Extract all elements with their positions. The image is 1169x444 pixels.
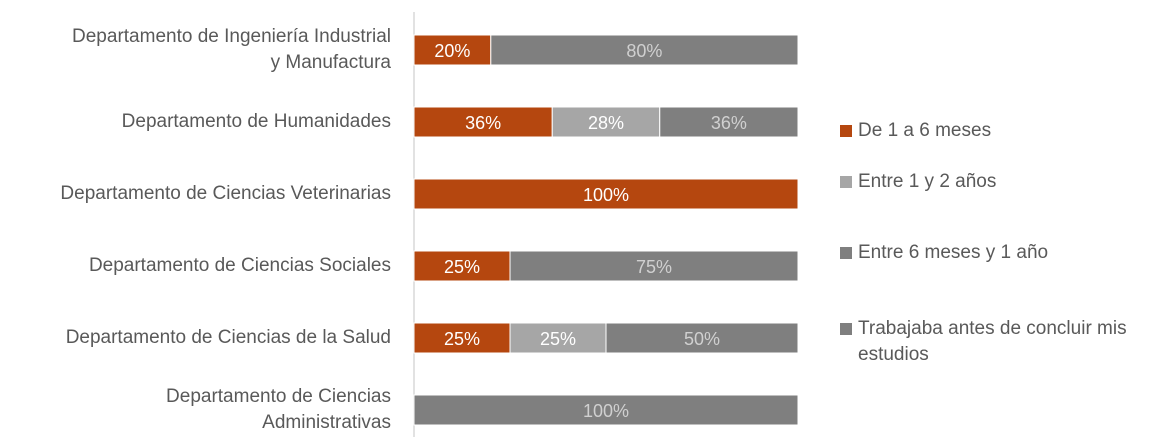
data-label-4-4: 75% bbox=[636, 257, 672, 277]
data-label-4-1: 25% bbox=[444, 257, 480, 277]
data-label-1-4: 80% bbox=[626, 41, 662, 61]
category-label-line: Departamento de Ciencias bbox=[166, 386, 391, 407]
legend-label-line: Entre 6 meses y 1 año bbox=[858, 242, 1049, 263]
category-label: Departamento de Ciencias de la Salud bbox=[66, 325, 391, 351]
legend-swatch bbox=[840, 176, 852, 188]
bar-segment-2-4 bbox=[659, 106, 799, 138]
category-label: Departamento de Humanidades bbox=[122, 109, 391, 135]
category-label-line: Departamento de Humanidades bbox=[121, 111, 391, 132]
legend-swatch bbox=[840, 323, 852, 335]
category-label-line: Departamento de Ingeniería Industrial bbox=[72, 26, 391, 47]
legend-swatch bbox=[840, 125, 852, 137]
legend-label-line: estudios bbox=[858, 344, 929, 365]
legend-label: Entre 1 y 2 años bbox=[858, 169, 1169, 195]
legend-item-4: Trabajaba antes de concluir mis estudios bbox=[840, 316, 1169, 368]
bar-segment-6-4 bbox=[413, 394, 799, 426]
data-label-2-2: 28% bbox=[588, 113, 624, 133]
bar-segment-5-1 bbox=[413, 322, 511, 354]
bar-segment-4-4 bbox=[509, 250, 799, 282]
legend-item-3: Entre 6 meses y 1 año bbox=[840, 240, 1169, 266]
category-label-line: Departamento de Ciencias Veterinarias bbox=[60, 183, 391, 204]
data-label-3-1: 100% bbox=[583, 185, 629, 205]
legend-item-2: Entre 1 y 2 años bbox=[840, 169, 1169, 195]
legend-swatch bbox=[840, 247, 852, 259]
category-label-line: Administrativas bbox=[262, 412, 391, 433]
legend-label: Entre 6 meses y 1 año bbox=[858, 240, 1169, 266]
data-label-5-1: 25% bbox=[444, 329, 480, 349]
data-label-2-4: 36% bbox=[711, 113, 747, 133]
data-label-2-1: 36% bbox=[465, 113, 501, 133]
category-label-line: Departamento de Ciencias Sociales bbox=[88, 255, 391, 276]
legend-label: Trabajaba antes de concluir mis estudios bbox=[858, 316, 1169, 368]
data-label-1-1: 20% bbox=[434, 41, 470, 61]
category-label-line: y Manufactura bbox=[270, 52, 391, 73]
legend-label-line: De 1 a 6 meses bbox=[858, 120, 992, 141]
category-label: Departamento de Ingeniería Industrial y M… bbox=[72, 24, 391, 76]
category-label: Departamento de Ciencias Administrativas bbox=[166, 384, 391, 436]
category-label: Departamento de Ciencias Sociales bbox=[89, 253, 391, 279]
legend-item-1: De 1 a 6 meses bbox=[840, 118, 1169, 144]
legend-label-line: Entre 1 y 2 años bbox=[858, 171, 997, 192]
category-label-line: Departamento de Ciencias de la Salud bbox=[65, 327, 391, 348]
data-label-6-4: 100% bbox=[583, 401, 629, 421]
data-label-5-4: 50% bbox=[684, 329, 720, 349]
bar-segment-3-1 bbox=[413, 178, 799, 210]
data-label-5-2: 25% bbox=[540, 329, 576, 349]
bar-segment-5-4 bbox=[605, 322, 799, 354]
bar-segment-4-1 bbox=[413, 250, 511, 282]
legend-label-line: Trabajaba antes de concluir mis bbox=[858, 318, 1127, 339]
bar-segment-2-2 bbox=[551, 106, 661, 138]
legend-label: De 1 a 6 meses bbox=[858, 118, 1169, 144]
category-label: Departamento de Ciencias Veterinarias bbox=[60, 181, 391, 207]
bar-segment-1-4 bbox=[490, 34, 799, 66]
bar-segment-5-2 bbox=[509, 322, 607, 354]
